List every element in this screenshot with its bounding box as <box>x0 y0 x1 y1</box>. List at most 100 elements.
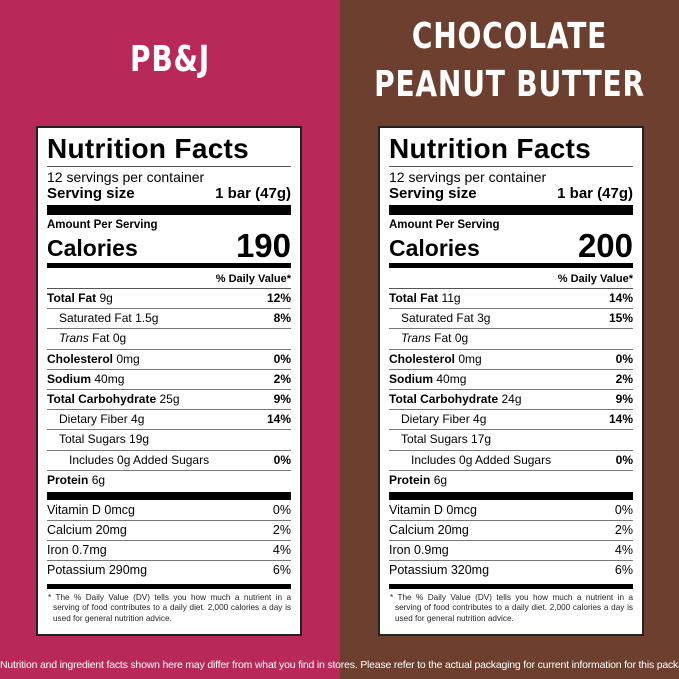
micronutrient-row: Potassium 290mg 6% <box>47 561 291 581</box>
servings-per-container: 12 servings per container <box>47 169 205 185</box>
footnote: * The % Daily Value (DV) tells you how m… <box>390 592 633 623</box>
nutrient-row: Total Sugars 17g <box>389 430 633 451</box>
medium-divider <box>389 583 633 589</box>
calories-row: Calories 200 <box>389 227 633 264</box>
serving-size: Serving size 1 bar (47g) <box>47 185 291 202</box>
nutrient-amount: Fat 0g <box>434 331 469 346</box>
nutrient-name-amount: Sodium 40mg <box>47 370 124 389</box>
nutrient-name-amount: Total Sugars 19g <box>47 430 149 449</box>
micronutrient-name: Vitamin D 0mcg <box>389 502 477 517</box>
daily-value-header: % Daily Value* <box>389 272 633 289</box>
nutrient-name-amount: Saturated Fat 1.5g <box>47 309 158 328</box>
nutrient-row: Protein 6g <box>389 471 633 491</box>
micronutrient-row: Potassium 320mg 6% <box>389 561 633 581</box>
nutrient-amount: 9g <box>99 291 113 305</box>
micronutrient-name: Calcium 20mg <box>47 523 127 538</box>
nutrient-name: Total Fat <box>389 291 439 305</box>
micronutrient-dv: 4% <box>272 543 291 558</box>
nutrient-row: Dietary Fiber 4g 14% <box>389 410 633 431</box>
nutrient-name-amount: Protein 6g <box>47 471 105 491</box>
nutrient-amount: 24g <box>501 391 522 406</box>
nutrient-dv: 2% <box>615 371 633 386</box>
calories-label: Calories <box>47 235 138 261</box>
nutrient-dv: 0% <box>615 351 633 366</box>
micronutrient-row: Calcium 20mg 2% <box>47 521 291 542</box>
product-title: PEANUT BUTTER <box>374 64 645 105</box>
nutrient-dv: 14% <box>608 291 633 305</box>
nutrient-row: Includes 0g Added Sugars 0% <box>389 451 633 471</box>
nutrient-name-amount: Total Fat 9g <box>47 289 113 308</box>
nutrient-name-amount: Total Sugars 17g <box>389 430 491 449</box>
nutrient-name: Total Carbohydrate <box>47 391 157 406</box>
nutrient-name-amount: Saturated Fat 3g <box>389 309 490 328</box>
nutrient-name-amount: Includes 0g Added Sugars <box>389 451 551 470</box>
nutrient-dv: 0% <box>273 351 291 366</box>
label-heading: Nutrition Facts <box>47 132 291 167</box>
nutrient-amount: Fat 0g <box>92 331 127 346</box>
nutrient-name: Cholesterol <box>47 351 114 366</box>
serving-size-label: Serving size <box>47 185 135 202</box>
footnote: * The % Daily Value (DV) tells you how m… <box>48 592 291 623</box>
micronutrient-name: Calcium 20mg <box>389 523 469 538</box>
nutrient-name-amount: Trans Fat 0g <box>389 329 468 348</box>
nutrient-amount: 3g <box>477 311 491 326</box>
nutrient-name: Saturated Fat <box>59 311 132 326</box>
nutrient-dv: 12% <box>266 291 291 305</box>
nutrient-row: Saturated Fat 3g 15% <box>389 309 633 330</box>
nutrient-row: Dietary Fiber 4g 14% <box>47 410 291 431</box>
nutrient-row: Protein 6g <box>47 471 291 491</box>
daily-value-header: % Daily Value* <box>47 272 291 289</box>
nutrition-label: Nutrition Facts 12 servings per container… <box>378 126 644 636</box>
micronutrient-dv: 0% <box>614 502 633 517</box>
nutrient-dv: 15% <box>608 311 633 326</box>
micronutrient-dv: 4% <box>614 543 633 558</box>
amount-per-serving: Amount Per Serving <box>47 219 158 231</box>
nutrient-name: Total Sugars <box>401 432 468 447</box>
nutrient-name: Total Fat <box>47 291 97 305</box>
nutrient-amount: 17g <box>471 432 492 447</box>
nutrient-row: Total Fat 11g 14% <box>389 289 633 310</box>
nutrient-name: Dietary Fiber <box>401 412 470 427</box>
nutrient-name: Includes 0g Added Sugars <box>411 452 552 467</box>
nutrient-amount: 0mg <box>116 351 140 366</box>
micronutrient-row: Iron 0.7mg 4% <box>47 541 291 562</box>
nutrient-row: Saturated Fat 1.5g 8% <box>47 309 291 330</box>
nutrient-dv: 8% <box>273 311 291 326</box>
nutrient-amount: 6g <box>91 472 106 487</box>
nutrition-label: Nutrition Facts 12 servings per container… <box>36 126 302 636</box>
nutrient-name-amount: Cholesterol 0mg <box>389 350 482 369</box>
nutrient-dv: 9% <box>615 391 633 406</box>
nutrient-name-amount: Dietary Fiber 4g <box>389 410 486 429</box>
nutrient-name: Includes 0g Added Sugars <box>69 452 210 467</box>
calories-value: 190 <box>235 227 291 264</box>
amount-per-serving: Amount Per Serving <box>389 219 500 231</box>
nutrient-row: Trans Fat 0g <box>389 329 633 350</box>
nutrient-name: Trans <box>59 331 89 346</box>
micronutrient-name: Vitamin D 0mcg <box>47 502 135 517</box>
nutrient-row: Total Carbohydrate 25g 9% <box>47 390 291 411</box>
nutrient-name: Saturated Fat <box>401 311 474 326</box>
nutrient-name-amount: Sodium 40mg <box>389 370 466 389</box>
nutrient-name: Cholesterol <box>389 351 456 366</box>
serving-size-value: 1 bar (47g) <box>557 185 633 202</box>
nutrient-amount: 4g <box>131 412 145 427</box>
nutrient-name-amount: Includes 0g Added Sugars <box>47 451 209 470</box>
micronutrient-dv: 6% <box>614 563 633 578</box>
nutrient-row: Sodium 40mg 2% <box>389 370 633 390</box>
nutrient-name: Dietary Fiber <box>59 412 128 427</box>
chocolate-peanut-butter-panel: CHOCOLATE PEANUT BUTTER Nutrition Facts 12 … <box>340 0 679 679</box>
serving-size: Serving size 1 bar (47g) <box>389 185 633 202</box>
micronutrient-row: Calcium 20mg 2% <box>389 521 633 542</box>
nutrient-amount: 25g <box>159 391 180 406</box>
nutrient-row: Cholesterol 0mg 0% <box>47 350 291 370</box>
nutrient-dv: 2% <box>273 371 291 386</box>
nutrient-amount: 11g <box>441 291 461 305</box>
nutrient-row: Total Fat 9g 12% <box>47 289 291 310</box>
product-title: PB&J <box>129 39 211 80</box>
nutrient-name: Protein <box>389 472 431 487</box>
product-title: CHOCOLATE <box>411 16 608 57</box>
micronutrient-row: Vitamin D 0mcg 0% <box>47 501 291 522</box>
nutrient-row: Trans Fat 0g <box>47 329 291 350</box>
calories-value: 200 <box>577 227 633 264</box>
nutrient-dv: 0% <box>615 452 633 467</box>
